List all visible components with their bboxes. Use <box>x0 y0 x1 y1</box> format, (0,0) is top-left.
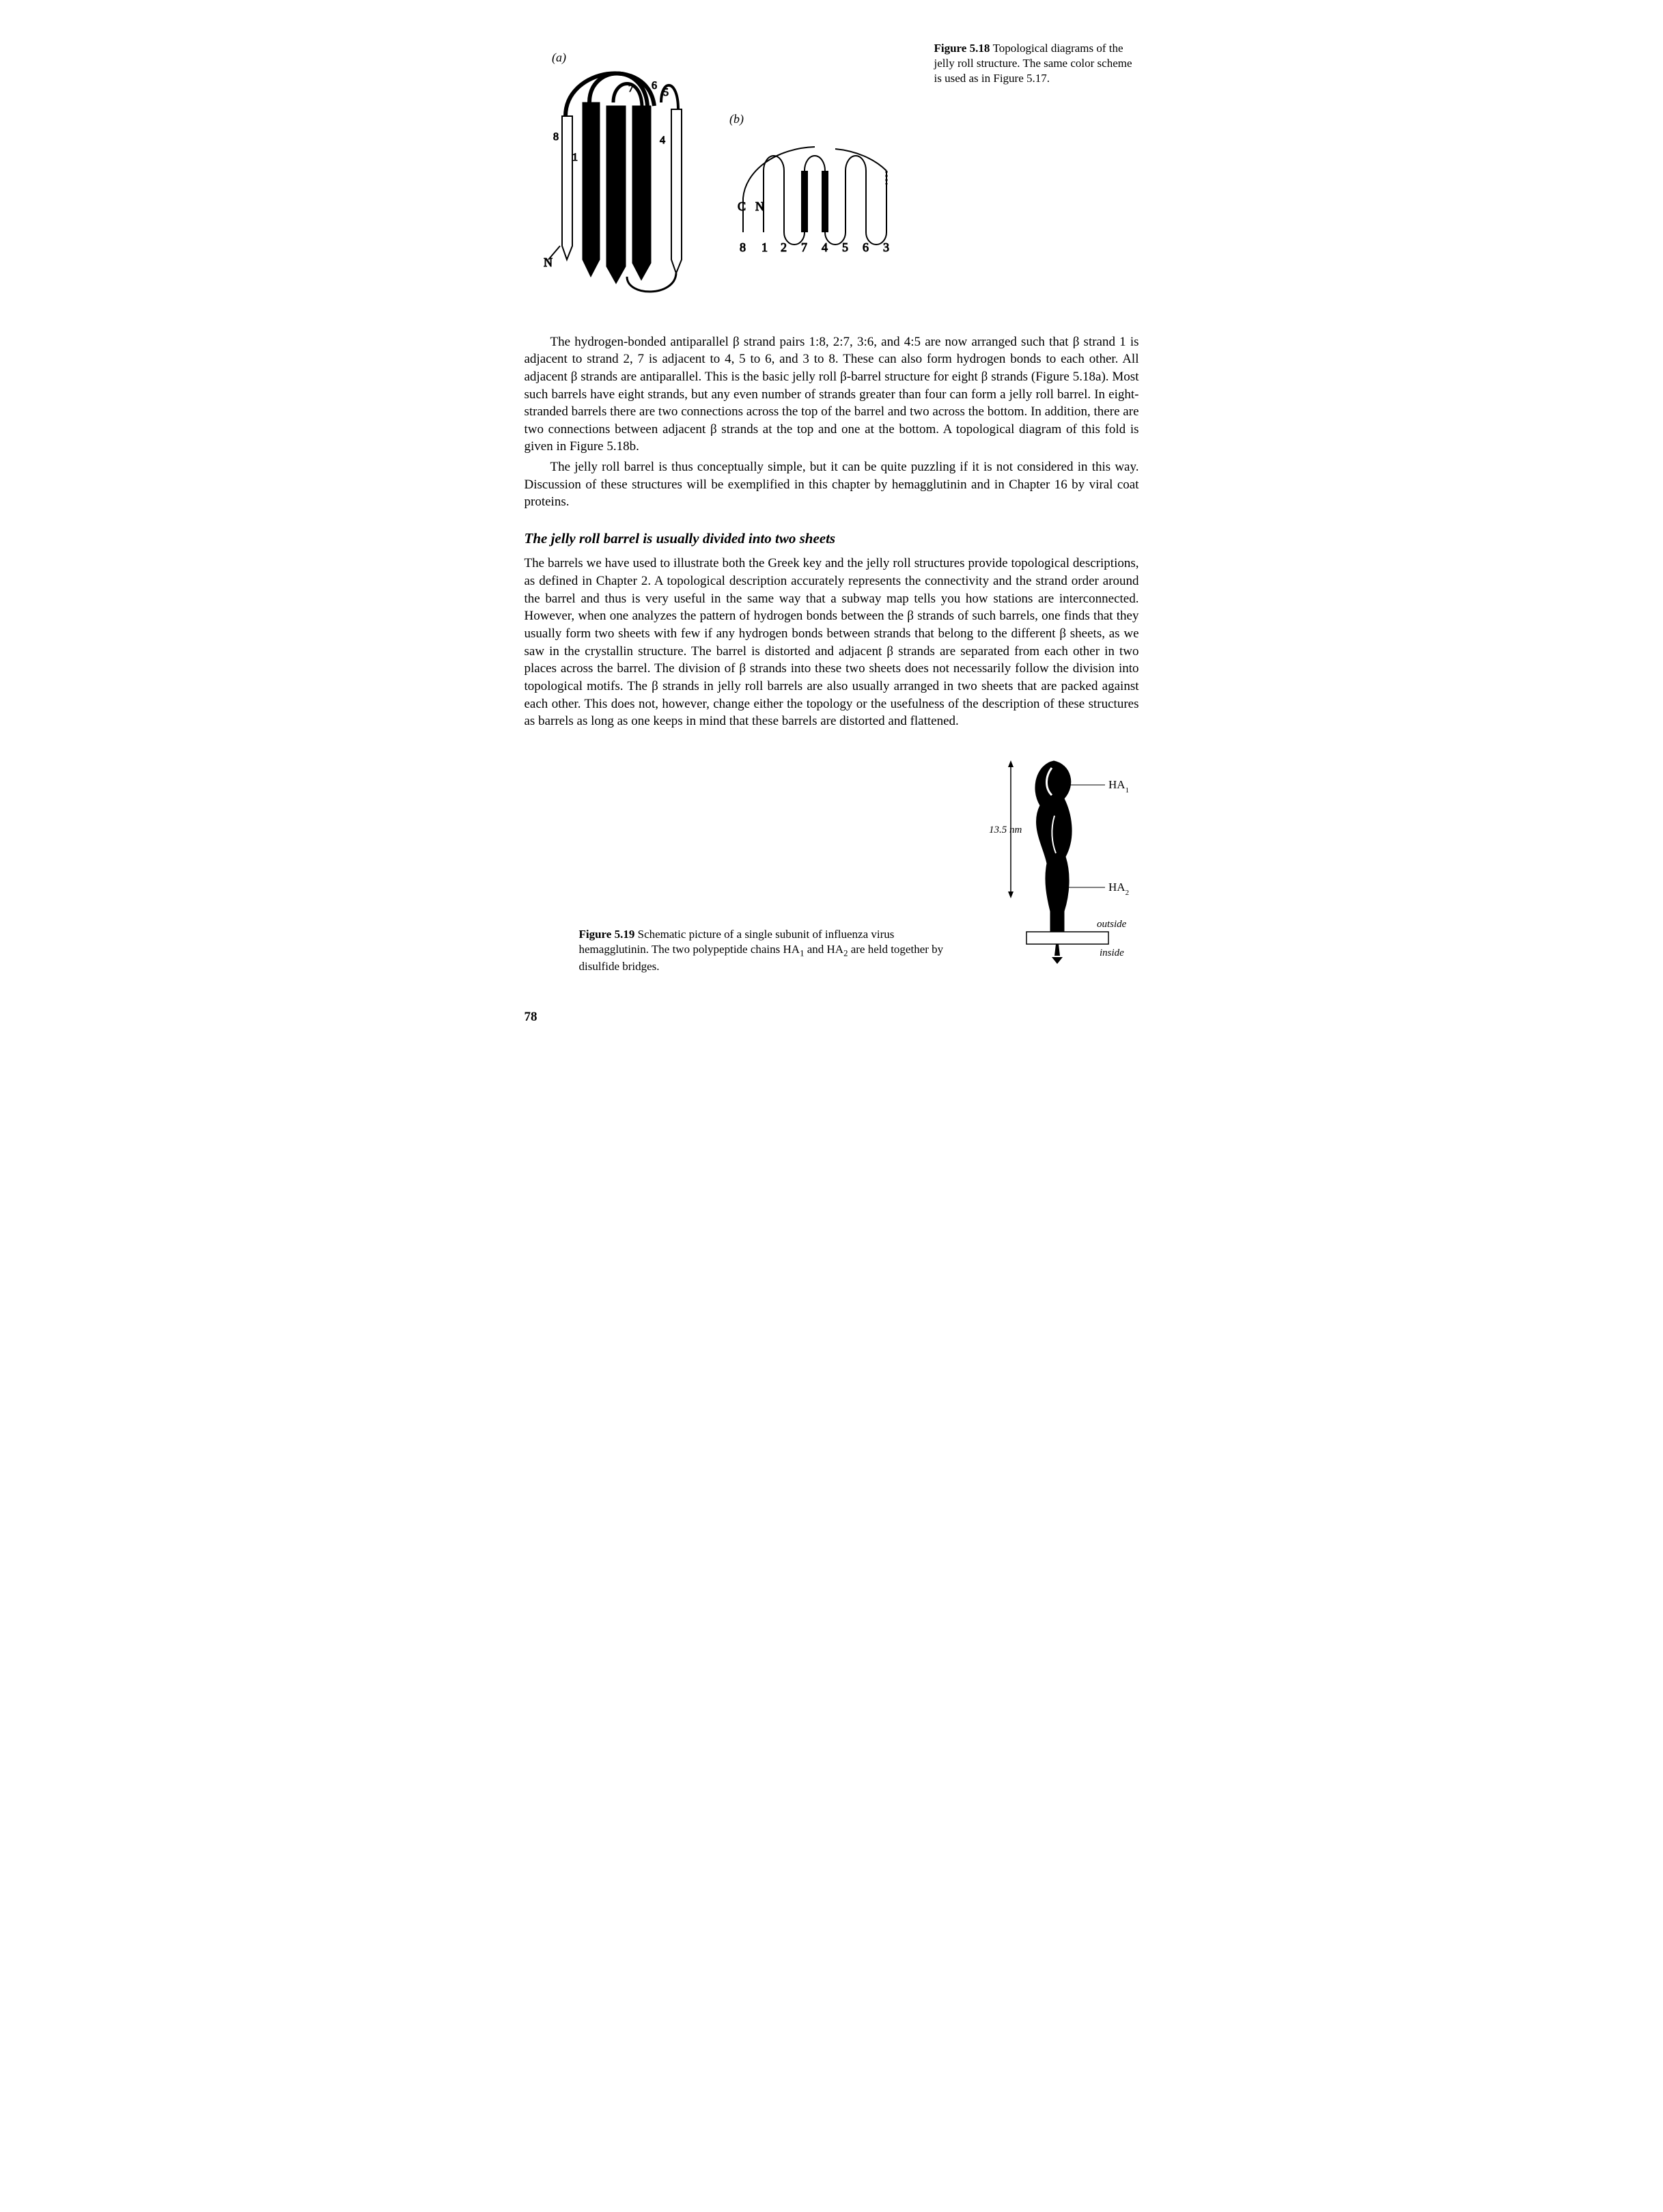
svg-text:N: N <box>755 199 764 213</box>
svg-text:5: 5 <box>842 240 848 254</box>
inside-label: inside <box>1100 948 1124 958</box>
svg-text:C: C <box>738 199 746 213</box>
paragraph-3: The barrels we have used to illustrate b… <box>525 555 1139 730</box>
svg-text:3: 3 <box>583 102 588 112</box>
figure-5-18-svg: (a) <box>525 41 907 301</box>
svg-text:7: 7 <box>801 240 807 254</box>
figure-5-18-caption: Figure 5.18 Topological diagrams of the … <box>934 41 1139 86</box>
svg-text:8: 8 <box>553 131 559 143</box>
outside-label: outside <box>1097 919 1127 930</box>
panel-a-drawing: 8 1 6 5 4 7 3 C N <box>544 73 682 292</box>
svg-text:2: 2 <box>781 240 787 254</box>
figure-5-19-caption-b: and HA <box>804 943 843 956</box>
svg-text:4: 4 <box>660 135 665 146</box>
panel-a-label: (a) <box>552 51 566 65</box>
ha-shape <box>1035 761 1071 932</box>
svg-text:N: N <box>544 255 553 269</box>
section-title: The jelly roll barrel is usually divided… <box>525 529 1139 548</box>
svg-text:6: 6 <box>863 240 869 254</box>
svg-text:1: 1 <box>572 152 578 163</box>
svg-text:1: 1 <box>761 240 768 254</box>
body-text-block-1: The hydrogen-bonded antiparallel β stran… <box>525 333 1139 511</box>
svg-text:5: 5 <box>663 87 669 98</box>
figure-5-19-svg: 13.5 nm HA1 HA2 outside <box>989 751 1139 969</box>
panel-b-label: (b) <box>729 112 744 126</box>
paragraph-2: The jelly roll barrel is thus conceptual… <box>525 458 1139 511</box>
svg-text:7: 7 <box>628 83 634 94</box>
page-number: 78 <box>525 1008 1139 1026</box>
svg-text:3: 3 <box>883 240 889 254</box>
figure-5-19: 13.5 nm HA1 HA2 outside <box>989 751 1139 975</box>
svg-text:8: 8 <box>740 240 746 254</box>
paragraph-1: The hydrogen-bonded antiparallel β stran… <box>525 333 1139 456</box>
svg-text:C: C <box>589 218 598 232</box>
figure-5-19-caption: Figure 5.19 Schematic picture of a singl… <box>525 927 962 974</box>
ha2-label: HA2 <box>1108 881 1129 897</box>
panel-b-drawing: C N 8 1 2 7 4 5 6 3 <box>738 147 889 260</box>
figure-5-18: (a) <box>525 41 907 306</box>
svg-text:4: 4 <box>822 240 828 254</box>
svg-text:6: 6 <box>652 80 657 92</box>
figure-5-19-caption-bold: Figure 5.19 <box>579 928 638 941</box>
scale-label: 13.5 nm <box>989 825 1022 835</box>
body-text-block-2: The barrels we have used to illustrate b… <box>525 555 1139 730</box>
ha1-label: HA1 <box>1108 778 1129 794</box>
figure-5-18-caption-bold: Figure 5.18 <box>934 42 993 55</box>
